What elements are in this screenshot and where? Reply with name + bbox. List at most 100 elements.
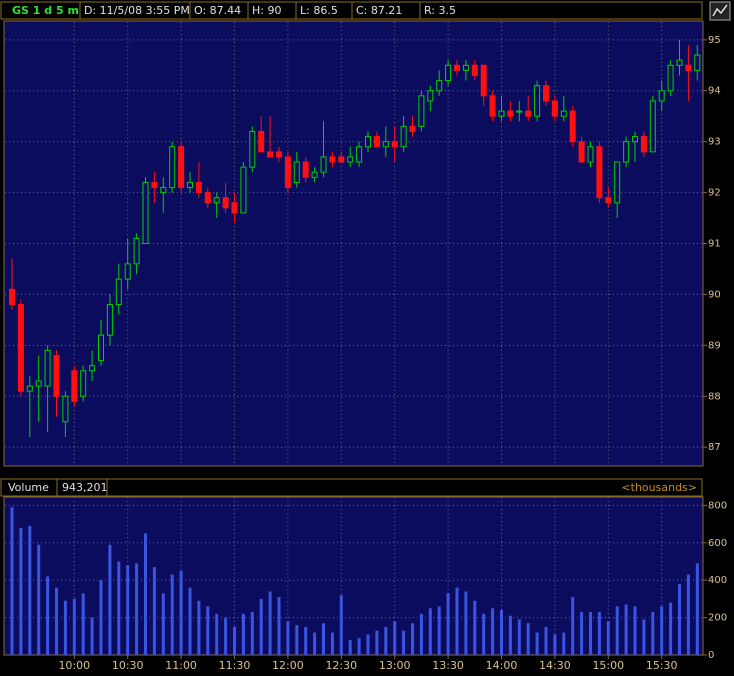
volume-bar — [10, 507, 14, 655]
volume-bar — [437, 606, 441, 655]
candle-body — [685, 64, 692, 71]
y-tick-label: 93 — [708, 137, 721, 148]
candle-body — [462, 64, 469, 71]
candle-body — [391, 141, 398, 148]
candle-body — [142, 181, 149, 244]
volume-bar — [402, 630, 406, 655]
candle-body — [44, 349, 51, 387]
volume-bar — [233, 626, 236, 655]
candle-body — [427, 90, 434, 102]
candle-body — [409, 125, 416, 132]
volume-bar — [90, 617, 94, 655]
candle-body — [267, 151, 274, 158]
volume-bar — [393, 621, 397, 655]
candle-body — [489, 95, 496, 117]
volume-bar — [224, 617, 228, 655]
candle-body — [133, 237, 140, 265]
candle-body — [551, 100, 558, 117]
volume-bar — [411, 623, 414, 655]
volume-bar — [686, 574, 690, 655]
volume-bar — [375, 630, 379, 655]
y-tick-label: 91 — [708, 239, 721, 250]
volume-bar — [615, 606, 619, 655]
volume-bar — [28, 525, 32, 655]
candle-body — [347, 156, 354, 163]
volume-bar — [633, 606, 637, 655]
volume-bar — [197, 600, 201, 655]
candle-body — [320, 156, 327, 173]
header-info: L: 86.5 — [300, 4, 338, 17]
candle-body — [178, 146, 185, 188]
x-tick-label: 11:30 — [219, 659, 251, 672]
candle-body — [231, 202, 238, 214]
candle-body — [365, 136, 371, 148]
candle-body — [632, 136, 638, 143]
y-tick-label: 94 — [708, 86, 721, 97]
candle-body — [471, 64, 478, 76]
candle-body — [9, 288, 15, 306]
candle-body — [480, 64, 487, 97]
candle-body — [560, 110, 567, 117]
candle-body — [53, 355, 60, 397]
candle-body — [640, 136, 647, 153]
x-tick-label: 12:30 — [325, 659, 357, 672]
volume-bar — [348, 640, 352, 655]
candle-body — [222, 197, 229, 209]
y-tick-label: 600 — [708, 538, 727, 549]
volume-bar — [322, 623, 325, 655]
candle-body — [614, 161, 621, 204]
x-tick-label: 14:30 — [539, 659, 571, 672]
volume-bar — [152, 567, 156, 655]
x-tick-label: 10:00 — [58, 659, 90, 672]
volume-bar — [339, 595, 343, 655]
volume-bar — [508, 615, 512, 655]
volume-bar — [295, 625, 299, 655]
candle-body — [89, 365, 96, 372]
candle-body — [454, 64, 460, 71]
y-tick-label: 800 — [708, 500, 727, 511]
candle-body — [578, 141, 585, 163]
volume-bar — [526, 623, 530, 655]
candle-body — [569, 110, 576, 143]
candle-body — [445, 64, 452, 82]
chart-icon-line — [712, 4, 728, 17]
candle-body — [658, 90, 665, 102]
volume-bar — [589, 611, 592, 655]
x-tick-label: 12:00 — [272, 659, 304, 672]
volume-bar — [259, 598, 263, 655]
candle-body — [284, 156, 291, 188]
candle-body — [258, 130, 265, 153]
volume-bar — [63, 600, 67, 655]
candle-body — [649, 100, 656, 153]
candle-body — [302, 161, 309, 178]
volume-bar — [473, 600, 477, 655]
candle-body — [160, 186, 167, 194]
header-info: D: 11/5/08 3:55 PM — [84, 4, 190, 17]
volume-bar — [464, 591, 468, 655]
volume-bar — [606, 621, 610, 655]
candle-body — [623, 141, 630, 163]
volume-bar — [268, 591, 272, 655]
volume-bar — [428, 608, 432, 655]
volume-bar — [651, 611, 655, 655]
candle-body — [276, 151, 282, 158]
volume-bar — [144, 533, 147, 655]
candle-body — [213, 197, 220, 204]
volume-bar — [597, 611, 601, 655]
y-tick-label: 89 — [708, 340, 721, 351]
volume-panel — [3, 496, 704, 656]
candle-body — [124, 263, 131, 280]
volume-bar — [117, 561, 121, 655]
volume-bar — [286, 621, 290, 655]
candle-body — [240, 166, 247, 214]
candle-body — [694, 54, 701, 71]
candle-body — [596, 146, 603, 199]
volume-bar — [669, 602, 673, 655]
header-info: H: 90 — [252, 4, 281, 17]
candle-body — [667, 64, 674, 92]
candle-body — [26, 385, 33, 392]
candle-body — [169, 146, 176, 188]
volume-bar — [491, 608, 495, 655]
candle-body — [311, 171, 318, 178]
